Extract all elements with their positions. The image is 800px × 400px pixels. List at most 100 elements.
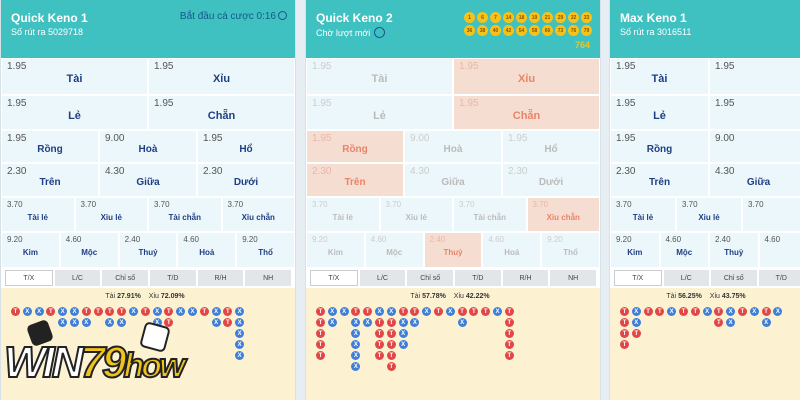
bet-option[interactable]: 1.95 Lẻ [306,95,453,130]
bet-option[interactable]: 3.70 Tài lẻ [1,197,75,232]
bet-option[interactable]: 3.70 Xỉu lẻ [379,197,453,232]
bet-option[interactable]: 9.00 Hoà [404,130,502,163]
bet-option[interactable]: 2.40 Thuỷ [709,232,759,268]
bet-option[interactable]: 4.60 Mộc [59,232,119,268]
bet-option[interactable]: 1.95 Tài [610,58,709,95]
bet-option[interactable]: 3.70 Xỉu lẻ [74,197,148,232]
stats-tab[interactable]: T/D [758,270,800,286]
bet-option[interactable]: 9.20 Kim [1,232,60,268]
bet-label: Tài [371,73,388,85]
bet-label: Kim [327,248,343,257]
bet-option[interactable]: 3.70 Tài lẻ [306,197,380,232]
bet-option[interactable]: 4.60 Mộc [364,232,424,268]
bet-option[interactable]: 2.30 Dưới [502,163,600,197]
bet-option[interactable]: 4.30 Giữa [99,163,197,197]
bet-option[interactable]: 3.70 Xỉu lẻ [676,197,742,232]
odds-value: 1.95 [616,98,636,109]
bet-label: Giữa [746,177,771,188]
stats-tab[interactable]: T/X [310,270,358,286]
win79-logo: WIN79how [2,318,212,392]
stats-tab[interactable]: T/D [150,270,196,286]
bet-option[interactable]: 3.70 Xỉu chẵn [221,197,295,232]
bet-option[interactable]: 4.60 [758,232,800,268]
bet-option[interactable]: 4.30 Giữa [709,163,800,197]
bet-option[interactable]: 1.95 Tài [1,58,148,95]
game-panel-max-keno-1[interactable]: Max Keno 1 Số rút ra 3016511 1.95 Tài 1.95… [609,0,800,400]
drawn-ball: 36 [464,25,475,36]
bet-option[interactable]: 3.70 [742,197,800,232]
xiu-result-dot: X [152,318,162,327]
bet-option[interactable]: 2.30 Dưới [197,163,295,197]
odds-value: 4.60 [370,235,387,244]
game-panel-quick-keno-1[interactable]: Quick Keno 1 Số rút ra 5029718 Bắt đầu c… [0,0,296,400]
stats-tab[interactable]: L/C [663,270,709,286]
result-total: 764 [574,40,590,50]
game-panel-quick-keno-2[interactable]: Quick Keno 2 Chờ lượt mới 1 6 7 14 18 19 21 29 3… [305,0,601,400]
stats-tab[interactable]: Chỉ số [407,270,454,286]
stats-tab[interactable]: T/X [614,270,662,286]
stats-tab[interactable]: L/C [54,270,101,286]
bet-option[interactable]: 1.95 Chẵn [148,95,295,130]
bet-option[interactable]: 1.95 [709,58,800,95]
bet-option[interactable]: 9.20 Thổ [541,232,600,268]
bet-option[interactable]: 3.70 Xỉu chẵn [526,197,600,232]
bet-option[interactable]: 9.20 Kim [610,232,660,268]
bet-option[interactable]: 9.00 Hoà [99,130,197,163]
stats-tab[interactable]: NH [550,270,597,286]
bet-option[interactable]: 3.70 Tài chẵn [148,197,222,232]
bet-option[interactable]: 1.95 Xỉu [453,58,600,95]
bet-option[interactable]: 1.95 Lẻ [610,95,709,130]
bet-option[interactable]: 9.20 Thổ [236,232,295,268]
stats-tab[interactable]: R/H [502,270,549,286]
bet-option[interactable]: 2.30 Trên [610,163,709,197]
bet-option[interactable]: 9.20 Kim [306,232,365,268]
bet-label: Tài chẵn [168,213,201,222]
bet-row: 3.70 Tài lẻ 3.70 Xỉu lẻ 3.70 [610,197,800,232]
odds-value: 4.30 [715,166,735,177]
xiu-result-dot: X [351,340,361,349]
tai-result-dot: T [316,340,325,349]
bet-option[interactable]: 4.60 Hoả [482,232,542,268]
bet-option[interactable]: 1.95 Rồng [1,130,99,163]
bet-option[interactable]: 1.95 Rồng [306,130,404,163]
stats-tab[interactable]: L/C [359,270,406,286]
tai-label: Tài [105,293,116,300]
odds-value: 3.70 [7,200,23,209]
bet-option[interactable]: 1.95 Rồng [610,130,709,163]
stats-tab[interactable]: T/X [5,270,53,286]
stats-tab[interactable]: Chỉ số [102,270,149,286]
bet-option[interactable]: 2.30 Trên [1,163,99,197]
bet-row: 2.30 Trên 4.30 Giữa 2.30 Dưới [306,163,600,197]
bet-option[interactable]: 9.00 [709,130,800,163]
tai-percent: 56.25% [678,293,702,300]
xiu-result-dot: X [667,307,677,316]
bet-option[interactable]: 1.95 Tài [306,58,453,95]
stats-tab[interactable]: NH [245,270,292,286]
xiu-result-dot: X [327,318,337,327]
bet-option[interactable]: 2.30 Trên [306,163,404,197]
bet-option[interactable]: 1.95 Lẻ [1,95,148,130]
stats-tab[interactable]: R/H [197,270,244,286]
bet-option[interactable]: 1.95 [709,95,800,130]
draw-number: Số rút ra 3016511 [620,27,692,37]
odds-value: 4.60 [488,235,504,244]
xiu-result-dot: X [351,351,361,360]
bet-label: Xỉu [212,73,231,85]
bet-option[interactable]: 4.60 Hoả [177,232,237,268]
drawn-ball: 21 [542,12,553,23]
bet-option[interactable]: 4.60 Mộc [659,232,709,268]
bet-option[interactable]: 3.70 Tài lẻ [610,197,676,232]
bet-option[interactable]: 3.70 Tài chẵn [453,197,527,232]
bet-option[interactable]: 4.30 Giữa [404,163,502,197]
odds-value: 9.20 [7,235,23,244]
bet-option[interactable]: 2.40 Thuỷ [423,232,483,268]
bet-option[interactable]: 1.95 Hổ [197,130,295,163]
stats-tab[interactable]: T/D [455,270,501,286]
bet-option[interactable]: 1.95 Xỉu [148,58,295,95]
bet-option[interactable]: 2.40 Thuỷ [118,232,178,268]
bet-option[interactable]: 1.95 Hổ [502,130,600,163]
bet-option[interactable]: 1.95 Chẵn [453,95,600,130]
xiu-result-dot: X [363,318,373,327]
stats-tab[interactable]: Chỉ số [711,270,757,286]
